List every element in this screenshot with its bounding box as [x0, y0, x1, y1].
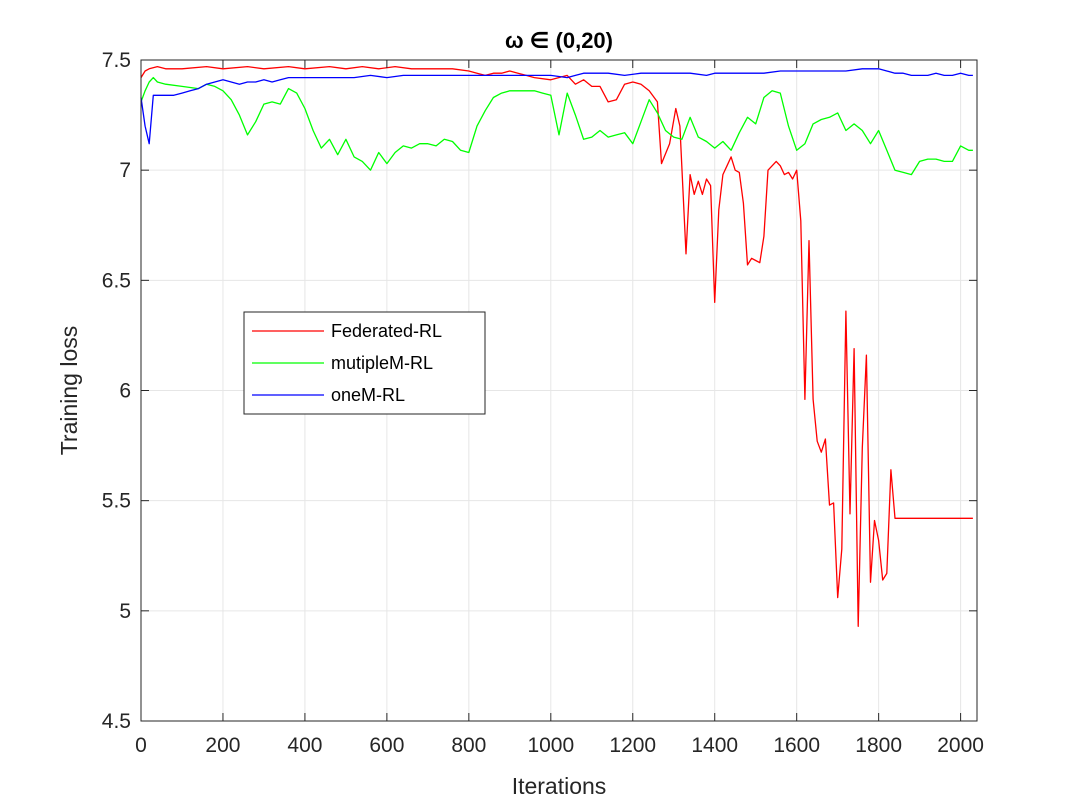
- y-axis-label: Training loss: [56, 326, 82, 456]
- legend-entries: Federated-RL mutipleM-RL oneM-RL: [252, 321, 442, 405]
- x-tick-label: 1800: [855, 734, 902, 757]
- x-tick-label: 1400: [691, 734, 738, 757]
- series-line-onem-rl: [140, 68, 973, 145]
- x-tick-label: 0: [135, 734, 147, 757]
- x-tick-label: 400: [287, 734, 322, 757]
- x-tick-label: 1600: [773, 734, 820, 757]
- chart-title: ω ∈ (0,20): [505, 28, 613, 53]
- x-tick-label: 200: [205, 734, 240, 757]
- x-tick-label: 600: [369, 734, 404, 757]
- y-tick-label: 7.5: [102, 49, 131, 72]
- y-tick-label: 4.5: [102, 710, 131, 733]
- legend-label: Federated-RL: [331, 321, 442, 341]
- y-tick-label: 5: [119, 600, 131, 623]
- x-tick-label: 1000: [527, 734, 574, 757]
- y-tick-label: 6: [119, 380, 131, 403]
- legend-label: mutipleM-RL: [331, 353, 433, 373]
- y-tick-label: 7: [119, 159, 131, 182]
- y-tick-label: 6.5: [102, 269, 131, 292]
- x-axis-label: Iterations: [512, 773, 607, 799]
- series-line-mutiplem-rl: [140, 76, 973, 176]
- x-tick-label: 800: [451, 734, 486, 757]
- y-tick-label: 5.5: [102, 490, 131, 513]
- legend: Federated-RL mutipleM-RL oneM-RL: [243, 311, 486, 415]
- series-line-federated-rl: [140, 65, 973, 627]
- legend-label: oneM-RL: [331, 385, 405, 405]
- ticks: 0 200 400 600 800 1000 1200 1400 1600 1800 2000 4.5…: [102, 49, 984, 757]
- x-tick-label: 2000: [937, 734, 984, 757]
- x-tick-label: 1200: [609, 734, 656, 757]
- series-group: [140, 65, 973, 627]
